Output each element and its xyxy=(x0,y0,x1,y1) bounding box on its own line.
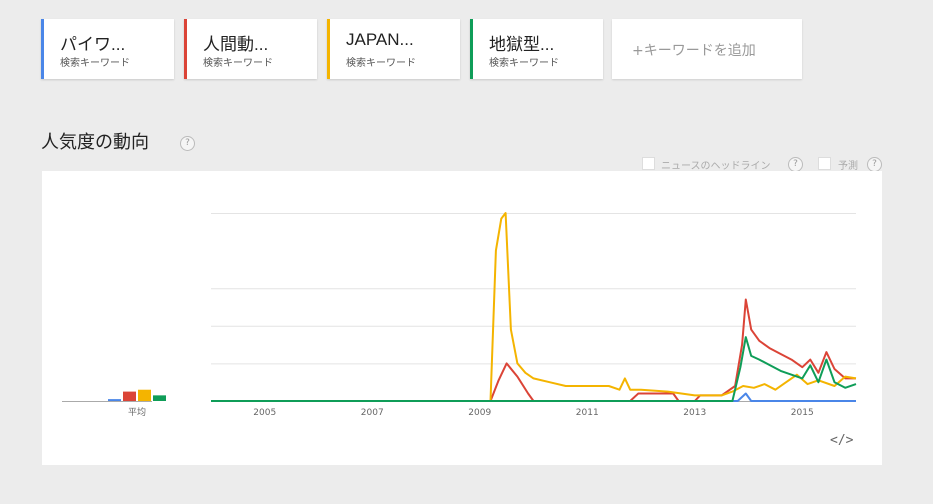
x-tick-label: 2011 xyxy=(576,408,599,418)
embed-code-icon[interactable]: </> xyxy=(830,433,854,448)
keyword-color-bar xyxy=(41,19,44,79)
keyword-title: JAPAN... xyxy=(346,30,414,49)
keyword-color-bar xyxy=(327,19,330,79)
avg-bar xyxy=(153,395,166,401)
x-tick-label: 2005 xyxy=(253,408,276,418)
avg-bar xyxy=(138,389,151,401)
keyword-title: 人間動... xyxy=(203,35,269,54)
series-line xyxy=(211,336,857,402)
keyword-color-bar xyxy=(184,19,187,79)
help-icon[interactable]: ? xyxy=(788,157,803,172)
keyword-subtitle: 検索キーワード xyxy=(489,58,559,69)
add-keyword-label: +キーワードを追加 xyxy=(632,43,756,59)
keyword-subtitle: 検索キーワード xyxy=(60,58,130,69)
forecast-label: 予測 xyxy=(838,161,858,172)
keyword-card-4[interactable]: 地獄型... 検索キーワード xyxy=(470,19,603,79)
keyword-title: パイワ... xyxy=(60,35,126,54)
avg-bar xyxy=(123,391,136,401)
x-tick-label: 2007 xyxy=(361,408,384,418)
avg-label: 平均 xyxy=(128,406,146,418)
section-title: 人気度の動向 xyxy=(41,132,149,153)
keyword-color-bar xyxy=(470,19,473,79)
help-icon[interactable]: ? xyxy=(180,136,195,151)
trend-chart-panel: 2005 2007 2009 2011 2013 2015 平均 xyxy=(42,171,882,465)
help-icon[interactable]: ? xyxy=(867,157,882,172)
keyword-subtitle: 検索キーワード xyxy=(203,58,273,69)
keyword-title: 地獄型... xyxy=(489,35,555,54)
keyword-card-3[interactable]: JAPAN... 検索キーワード xyxy=(327,19,460,79)
news-headlines-label: ニュースのヘッドライン xyxy=(661,161,771,172)
keyword-card-2[interactable]: 人間動... 検索キーワード xyxy=(184,19,317,79)
x-tick-label: 2015 xyxy=(791,408,814,418)
trend-chart: 2005 2007 2009 2011 2013 2015 平均 xyxy=(62,212,857,418)
series-line xyxy=(211,212,857,402)
avg-bar xyxy=(108,399,121,401)
add-keyword-button[interactable]: +キーワードを追加 xyxy=(612,19,802,79)
keyword-card-1[interactable]: パイワ... 検索キーワード xyxy=(41,19,174,79)
keyword-subtitle: 検索キーワード xyxy=(346,58,416,69)
forecast-checkbox[interactable] xyxy=(818,157,831,170)
x-tick-label: 2009 xyxy=(468,408,491,418)
news-headlines-checkbox[interactable] xyxy=(642,157,655,170)
x-tick-label: 2013 xyxy=(683,408,706,418)
